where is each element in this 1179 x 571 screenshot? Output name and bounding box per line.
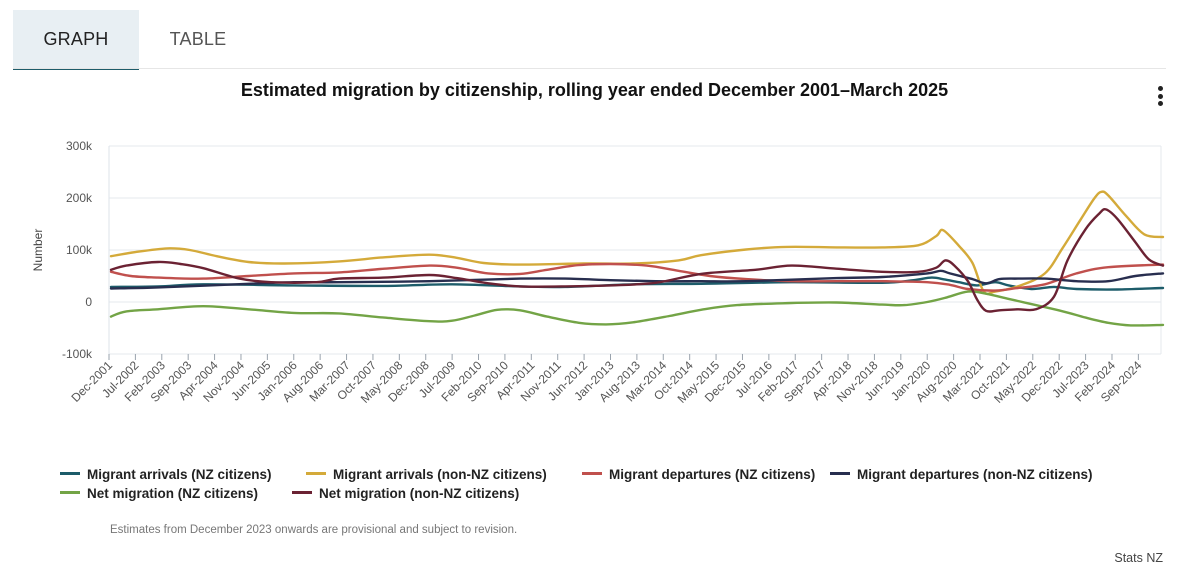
source-credit: Stats NZ xyxy=(1114,551,1163,565)
legend-label: Net migration (non-NZ citizens) xyxy=(319,486,520,501)
view-tabs: GRAPH TABLE xyxy=(13,10,1179,70)
series-line-4[interactable] xyxy=(109,290,1165,327)
tab-table[interactable]: TABLE xyxy=(169,29,227,49)
chart-axes: -100k0100k200k300kDec-2001Jul-2002Feb-20… xyxy=(62,139,1162,406)
y-axis-label: Number xyxy=(31,229,45,272)
legend-swatch xyxy=(582,471,602,475)
legend-label: Migrant departures (non-NZ citizens) xyxy=(857,467,1093,482)
series-line-5[interactable] xyxy=(109,208,1165,313)
kebab-menu-icon[interactable] xyxy=(1152,86,1168,110)
footnote: Estimates from December 2023 onwards are… xyxy=(110,524,518,536)
chart-gridlines xyxy=(109,145,1161,355)
legend-label: Migrant arrivals (non-NZ citizens) xyxy=(333,467,547,482)
legend-item[interactable]: Migrant arrivals (NZ citizens) xyxy=(60,467,272,482)
legend-item[interactable]: Migrant departures (non-NZ citizens) xyxy=(830,467,1093,482)
tabs-divider xyxy=(13,68,1166,69)
legend-swatch xyxy=(292,490,312,494)
series-line-3[interactable] xyxy=(109,269,1165,290)
legend-item[interactable]: Migrant departures (NZ citizens) xyxy=(582,467,815,482)
chart-series xyxy=(109,190,1165,327)
legend-swatch xyxy=(830,471,850,475)
legend-item[interactable]: Net migration (NZ citizens) xyxy=(60,486,258,501)
series-line-2[interactable] xyxy=(109,262,1165,292)
legend-label: Net migration (NZ citizens) xyxy=(87,486,259,501)
legend-swatch xyxy=(60,490,80,494)
legend-label: Migrant arrivals (NZ citizens) xyxy=(87,467,272,482)
y-tick-label: 200k xyxy=(66,191,93,205)
chart-title: Estimated migration by citizenship, roll… xyxy=(240,80,949,100)
legend-swatch xyxy=(306,471,326,475)
legend-label: Migrant departures (NZ citizens) xyxy=(609,467,816,482)
line-chart: -100k0100k200k300kDec-2001Jul-2002Feb-20… xyxy=(31,139,1165,406)
tab-graph[interactable]: GRAPH xyxy=(13,10,139,70)
legend-item[interactable]: Migrant arrivals (non-NZ citizens) xyxy=(306,467,547,482)
y-tick-label: 0 xyxy=(85,295,92,309)
y-tick-label: 100k xyxy=(66,243,93,257)
y-tick-label: 300k xyxy=(66,139,93,153)
legend-swatch xyxy=(60,471,80,475)
y-tick-label: -100k xyxy=(62,347,93,361)
legend-item[interactable]: Net migration (non-NZ citizens) xyxy=(292,486,519,501)
series-line-1[interactable] xyxy=(109,190,1165,296)
series-line-0[interactable] xyxy=(109,276,1165,291)
